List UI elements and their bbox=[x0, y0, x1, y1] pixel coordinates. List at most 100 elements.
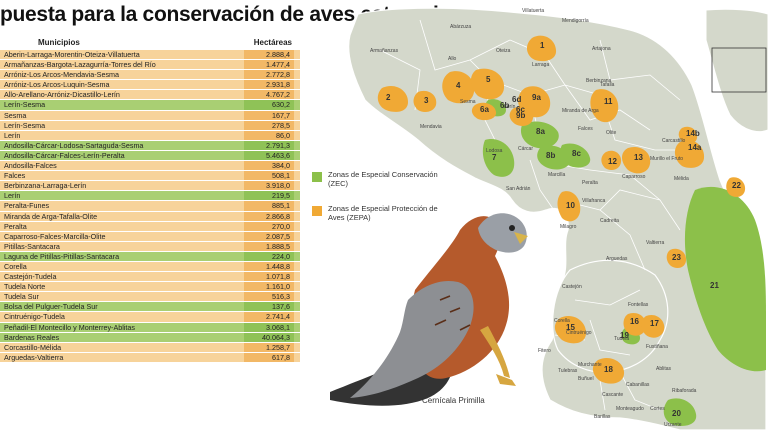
row-municipios: Miranda de Arga-Tafalla-Olite bbox=[4, 211, 98, 221]
zone-shape-17 bbox=[641, 314, 665, 338]
table-row: Arguedas-Valtierra 617,8 bbox=[0, 351, 300, 362]
row-municipios: Allo-Arellano-Arróniz-Dicastillo-Lerín bbox=[4, 90, 120, 100]
table-row: Cintruénigo-Tudela 2.741,4 bbox=[0, 311, 300, 322]
town-label: Tafalla bbox=[600, 82, 615, 88]
town-label: Valtierra bbox=[646, 240, 664, 246]
town-label: Cadreita bbox=[600, 218, 619, 224]
legend-zec-swatch bbox=[312, 172, 322, 182]
zone-number-label: 8c bbox=[572, 149, 581, 158]
row-municipios: Andosilla-Cárcar-Falces-Lerín-Peralta bbox=[4, 150, 125, 160]
row-municipios: Lerín-Sesma bbox=[4, 100, 46, 110]
navarra-map: Villatuerta Mendigorría Abárzuza Oteiza Arta… bbox=[312, 7, 768, 431]
town-label: Artajona bbox=[592, 46, 611, 52]
row-municipios: Peralta-Funes bbox=[4, 201, 50, 211]
zone-shape-8c bbox=[560, 143, 591, 168]
town-label: Mélida bbox=[674, 176, 689, 182]
zone-shape-22 bbox=[726, 177, 746, 198]
row-hectareas: 2.772,8 bbox=[244, 70, 294, 80]
town-labels: Villatuerta Mendigorría Abárzuza Oteiza Arta… bbox=[370, 8, 697, 428]
town-label: Sesma bbox=[460, 99, 476, 105]
row-hectareas: 167,7 bbox=[244, 110, 294, 120]
row-hectareas: 137,6 bbox=[244, 302, 294, 312]
zone-shape-16 bbox=[623, 312, 647, 336]
row-municipios: Sesma bbox=[4, 110, 27, 120]
row-municipios: Bolsa del Pulguer-Tudela Sur bbox=[4, 302, 98, 312]
zone-number-label: 8a bbox=[536, 127, 545, 136]
zone-number-label: 1 bbox=[540, 41, 545, 50]
town-label: Cintruénigo bbox=[566, 330, 592, 336]
table-row: Berbinzana-Larraga-Lerín 3.918,0 bbox=[0, 180, 300, 191]
row-hectareas: 1.161,0 bbox=[244, 282, 294, 292]
town-label: Miranda de Arga bbox=[562, 108, 599, 114]
map-region-east bbox=[705, 8, 768, 133]
row-hectareas: 630,2 bbox=[244, 100, 294, 110]
zone-number-label: 17 bbox=[650, 319, 659, 328]
town-label: Carcastillo bbox=[662, 138, 686, 144]
town-label: Villatuerta bbox=[522, 8, 544, 14]
town-label: Monteagudo bbox=[616, 406, 644, 412]
town-label: Castejón bbox=[562, 284, 582, 290]
zone-number-label: 9a bbox=[532, 93, 541, 102]
zone-number-label: 14a bbox=[688, 143, 702, 152]
table-row: Bardenas Reales 40.064,3 bbox=[0, 331, 300, 342]
table-row: Laguna de Pitillas-Pitillas-Santacara 224… bbox=[0, 250, 300, 261]
town-label: Murchante bbox=[578, 362, 602, 368]
row-hectareas: 1.888,5 bbox=[244, 241, 294, 251]
zone-number-label: 6d bbox=[512, 95, 521, 104]
zone-number-label: 9b bbox=[516, 111, 525, 120]
row-municipios: Falces bbox=[4, 171, 26, 181]
row-municipios: Corella bbox=[4, 261, 27, 271]
table-row: Lerín 219,5 bbox=[0, 190, 300, 201]
town-label: Barillas bbox=[594, 414, 611, 420]
zone-number-label: 6c bbox=[516, 105, 525, 114]
legend-zec-label: Zonas de Especial Conservación (ZEC) bbox=[328, 170, 438, 188]
town-label: Falces bbox=[578, 126, 593, 132]
town-label: Tulebras bbox=[558, 368, 578, 374]
zone-number-label: 22 bbox=[732, 181, 741, 190]
row-municipios: Corcastillo-Mélida bbox=[4, 342, 62, 352]
row-hectareas: 384,0 bbox=[244, 161, 294, 171]
town-label: Corella bbox=[554, 318, 570, 324]
table-row: Bolsa del Pulguer-Tudela Sur 137,6 bbox=[0, 301, 300, 312]
town-label: Larraga bbox=[532, 62, 549, 68]
row-municipios: Cintruénigo-Tudela bbox=[4, 312, 65, 322]
table-header: Municipios Hectáreas bbox=[0, 36, 300, 50]
zone-number-label: 16 bbox=[630, 317, 639, 326]
town-label: Villafranca bbox=[582, 198, 605, 204]
table-row: Arróniz-Los Arcos-Luquin-Sesma 2.931,8 bbox=[0, 79, 300, 90]
zone-number-label: 4 bbox=[456, 81, 461, 90]
header-municipios: Municipios bbox=[38, 38, 80, 47]
zone-shape-10 bbox=[557, 191, 581, 222]
zone-shape-5 bbox=[470, 68, 505, 100]
table-row: Andosilla-Falces 384,0 bbox=[0, 160, 300, 171]
table-row: Lerín-Sesma 278,5 bbox=[0, 119, 300, 130]
row-hectareas: 3.918,0 bbox=[244, 181, 294, 191]
row-municipios: Armañanzas-Bargota-Lazagurría-Torres del… bbox=[4, 60, 156, 70]
header-hectareas: Hectáreas bbox=[253, 38, 292, 47]
zones-table: Municipios Hectáreas Aberin-Larraga-More… bbox=[0, 36, 300, 362]
town-label: Murillo el Fruto bbox=[650, 156, 683, 162]
zone-number-label: 13 bbox=[634, 153, 643, 162]
zone-shape-23 bbox=[666, 248, 687, 269]
town-label: Tudela bbox=[614, 336, 629, 342]
table-row: Castejón-Tudela 1.071,8 bbox=[0, 271, 300, 282]
table-row: Peralta 270,0 bbox=[0, 220, 300, 231]
zone-shape-20 bbox=[663, 398, 697, 426]
row-municipios: Berbinzana-Larraga-Lerín bbox=[4, 181, 87, 191]
zone-number-label: 5 bbox=[486, 75, 491, 84]
zec-zones bbox=[482, 99, 766, 426]
row-municipios: Peralta bbox=[4, 221, 27, 231]
zone-number-label: 3 bbox=[424, 96, 429, 105]
table-row: Peñadil-El Montecillo y Monterrey-Ablita… bbox=[0, 321, 300, 332]
zone-shape-1 bbox=[526, 35, 557, 62]
table-row: Andosilla-Cárcar-Lodosa-Sartaguda-Sesma 2… bbox=[0, 139, 300, 150]
row-municipios: Andosilla-Falces bbox=[4, 161, 57, 171]
row-hectareas: 2.866,8 bbox=[244, 211, 294, 221]
zone-shape-3 bbox=[413, 90, 437, 113]
town-label: San Adrián bbox=[506, 186, 531, 192]
row-municipios: Lerín bbox=[4, 191, 21, 201]
table-row: Miranda de Arga-Tafalla-Olite 2.866,8 bbox=[0, 210, 300, 221]
table-row: Corella 1.448,8 bbox=[0, 260, 300, 272]
row-hectareas: 2.888,4 bbox=[244, 50, 294, 60]
